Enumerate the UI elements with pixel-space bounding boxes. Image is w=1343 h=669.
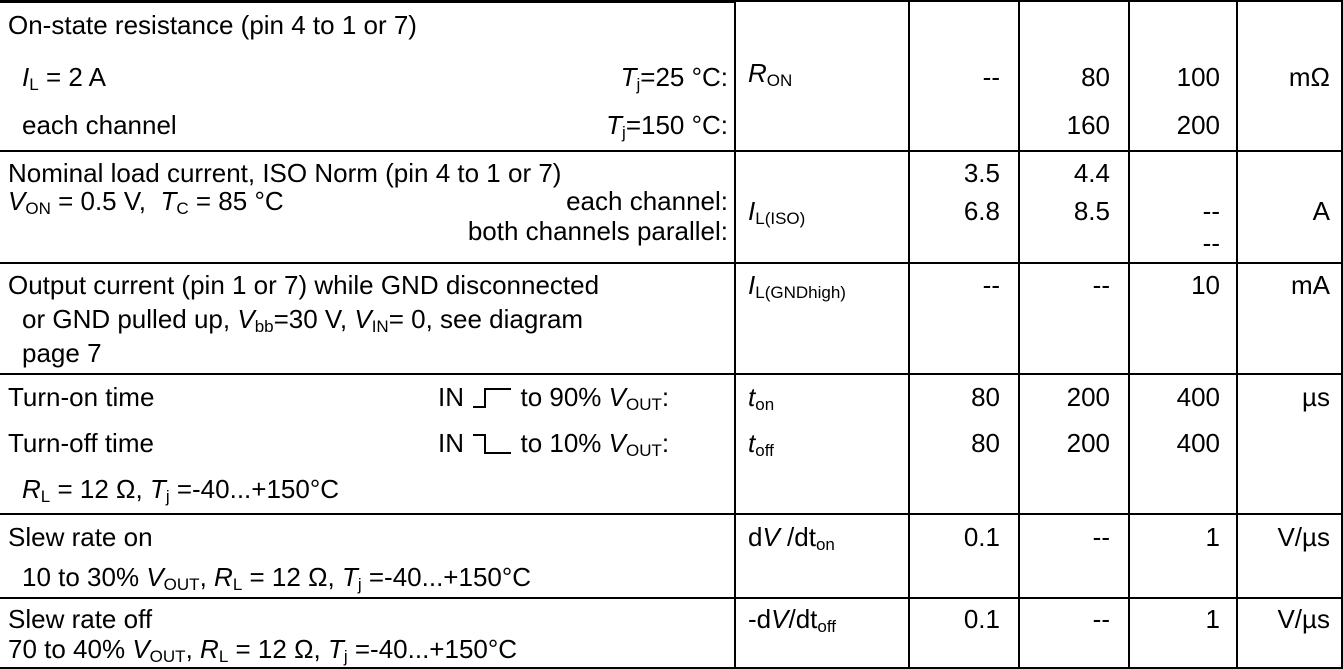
row-sep-5 — [0, 597, 1343, 599]
param-description: Slew rate on — [8, 522, 153, 552]
unit-value: mΩ — [1288, 62, 1330, 92]
symbol-cell: IL(ISO) — [748, 196, 806, 228]
top-border — [0, 0, 734, 3]
min-value: 80 — [971, 428, 1000, 458]
top-border-right — [734, 0, 1343, 2]
param-condition: or GND pulled up, Vbb=30 V, VIN= 0, see … — [22, 304, 584, 336]
typ-value: 200 — [1066, 428, 1110, 458]
right-border — [1341, 0, 1343, 669]
falling-edge-icon — [473, 434, 512, 454]
max-value: 200 — [1176, 110, 1220, 140]
param-condition-temp: Tj=150 °C: — [606, 110, 728, 142]
param-condition: VON = 0.5 V, TC = 85 °C — [8, 186, 284, 218]
typ-value: 4.4 — [1073, 158, 1110, 188]
param-description: Turn-on time — [8, 382, 155, 412]
col-divider-min — [908, 0, 910, 669]
rising-edge-icon — [473, 388, 512, 408]
symbol-cell: RON — [748, 58, 793, 90]
param-condition-each: each channel: — [566, 186, 728, 216]
param-condition: page 7 — [22, 338, 102, 368]
min-value: -- — [982, 62, 1000, 92]
row-sep-2 — [0, 262, 1343, 264]
param-condition: each channel — [22, 110, 177, 140]
symbol-cell: toff — [748, 428, 774, 460]
symbol-cell: ton — [748, 382, 775, 414]
param-condition: RL = 12 Ω, Tj =-40...+150°C — [22, 474, 340, 506]
param-condition: 10 to 30% VOUT, RL = 12 Ω, Tj =-40...+15… — [22, 562, 532, 594]
max-value: 1 — [1205, 604, 1220, 634]
min-value: 3.5 — [963, 158, 1000, 188]
param-condition-temp: Tj=25 °C: — [620, 62, 728, 94]
symbol-cell: dV /dton — [748, 522, 835, 554]
typ-value: 8.5 — [1073, 196, 1110, 226]
unit-value: µs — [1302, 382, 1330, 412]
col-divider-typ — [1018, 0, 1020, 669]
min-value: 80 — [971, 382, 1000, 412]
max-value: 1 — [1205, 522, 1220, 552]
min-value: 6.8 — [963, 196, 1000, 226]
max-value: 10 — [1191, 270, 1220, 300]
param-description: Nominal load current, ISO Norm (pin 4 to… — [8, 158, 562, 188]
typ-value: -- — [1092, 270, 1110, 300]
typ-value: -- — [1092, 522, 1110, 552]
min-value: -- — [982, 270, 1000, 300]
min-value: 0.1 — [963, 604, 1000, 634]
row-sep-1 — [0, 150, 1343, 152]
param-condition: IN to 90% VOUT: — [438, 382, 670, 414]
row-sep-3 — [0, 373, 1343, 375]
typ-value: 160 — [1066, 110, 1110, 140]
unit-value: V/µs — [1277, 604, 1330, 634]
max-value: 100 — [1176, 62, 1220, 92]
max-value: -- — [1202, 228, 1220, 258]
max-value: 400 — [1176, 428, 1220, 458]
param-description: Slew rate off — [8, 604, 153, 634]
param-condition: IN to 10% VOUT: — [438, 428, 670, 460]
min-value: 0.1 — [963, 522, 1000, 552]
max-value: -- — [1202, 196, 1220, 226]
param-description: On-state resistance (pin 4 to 1 or 7) — [8, 10, 417, 40]
col-divider-symbol — [734, 0, 736, 669]
col-divider-unit — [1236, 0, 1238, 669]
param-description: Turn-off time — [8, 428, 154, 458]
col-divider-max — [1128, 0, 1130, 669]
symbol-cell: -dV/dtoff — [748, 604, 836, 636]
unit-value: V/µs — [1277, 522, 1330, 552]
typ-value: -- — [1092, 604, 1110, 634]
unit-value: A — [1312, 196, 1330, 226]
param-condition: 70 to 40% VOUT, RL = 12 Ω, Tj =-40...+15… — [8, 634, 518, 666]
param-condition-both: both channels parallel: — [467, 216, 728, 246]
max-value: 400 — [1176, 382, 1220, 412]
unit-value: mA — [1291, 270, 1330, 300]
symbol-cell: IL(GNDhigh) — [748, 270, 846, 302]
typ-value: 200 — [1066, 382, 1110, 412]
bottom-border — [0, 667, 1343, 669]
param-description: Output current (pin 1 or 7) while GND di… — [8, 270, 600, 300]
param-condition: IL = 2 A — [22, 62, 106, 94]
typ-value: 80 — [1081, 62, 1110, 92]
row-sep-4 — [0, 513, 1343, 515]
